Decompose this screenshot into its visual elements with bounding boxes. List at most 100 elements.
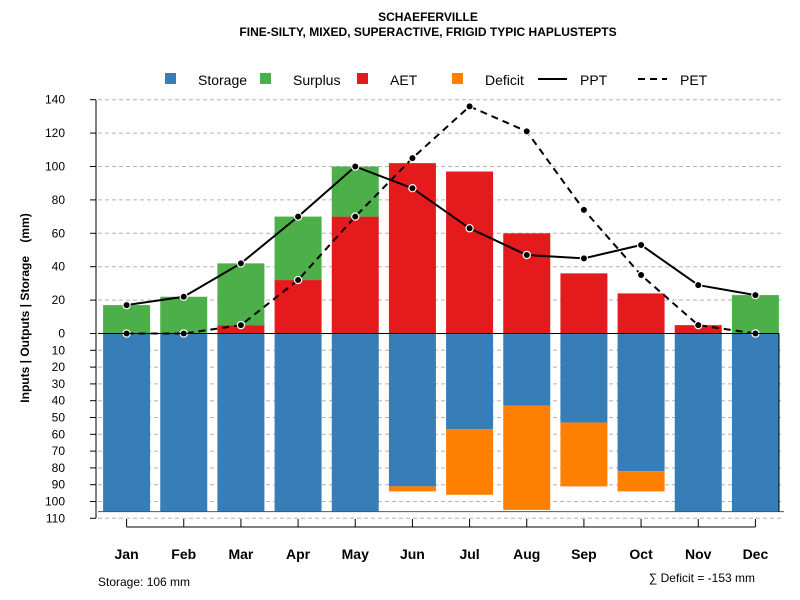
bar-surplus-may: [331, 166, 379, 217]
point-pet-sep: [579, 205, 589, 215]
bar-storage-oct: [617, 333, 665, 472]
y-tick-label-120: 120: [45, 126, 65, 140]
x-tick-label-oct: Oct: [629, 546, 653, 562]
storage-note: Storage: 106 mm: [98, 575, 190, 589]
legend-swatch-deficit: [452, 73, 463, 84]
y-tick-label-bottom-80: 80: [52, 461, 66, 475]
y-tick-label-bottom-10: 10: [52, 343, 66, 357]
y-tick-label-0: 0: [58, 327, 65, 341]
y-tick-label-bottom-60: 60: [52, 427, 66, 441]
x-tick-label-dec: Dec: [743, 546, 769, 562]
bar-surplus-dec: [731, 295, 779, 334]
point-ppt-sep: [579, 254, 589, 263]
x-tick-label-may: May: [342, 546, 369, 562]
axes: 0 20 40 60 80 100 120 140 10 20 30 40 50 60 70 80 90 100 1…: [45, 93, 784, 562]
y-tick-label-20: 20: [52, 293, 66, 307]
y-tick-label-bottom-40: 40: [52, 394, 66, 408]
y-tick-label-100: 100: [45, 160, 65, 174]
point-pet-jun: [408, 153, 417, 163]
bar-storage-feb: [160, 333, 208, 512]
bar-storage-nov: [674, 333, 722, 512]
bar-storage-jan: [103, 333, 151, 512]
y-tick-label-bottom-90: 90: [52, 478, 66, 492]
bar-storage-mar: [217, 333, 265, 512]
bar-storage-aug: [503, 333, 551, 406]
line-ppt: [126, 165, 756, 307]
legend-label-pet: PET: [680, 72, 708, 88]
bar-surplus-jan: [103, 305, 151, 334]
legend-label-deficit: Deficit: [485, 72, 524, 88]
legend: Storage Surplus AET Deficit PPT PET: [165, 72, 708, 88]
bar-aet-jul: [446, 171, 494, 334]
bar-aet-sep: [560, 273, 608, 334]
point-ppt-feb: [179, 292, 188, 301]
gridlines: [98, 99, 784, 519]
legend-swatch-surplus: [260, 73, 271, 84]
bar-storage-may: [331, 333, 379, 512]
legend-item-surplus: Surplus: [260, 72, 340, 88]
point-ppt-mar: [236, 259, 246, 268]
point-ppt-jul: [465, 224, 474, 233]
legend-swatch-aet: [357, 73, 368, 84]
point-ppt-jun: [408, 184, 417, 193]
x-tick-label-sep: Sep: [571, 546, 597, 562]
bars: [103, 163, 779, 512]
x-tick-label-jan: Jan: [115, 546, 139, 562]
point-pet-apr: [293, 275, 303, 285]
point-pet-mar: [236, 320, 246, 330]
bar-storage-dec: [731, 333, 779, 512]
bar-storage-jun: [388, 333, 436, 487]
point-ppt-may: [351, 162, 360, 171]
y-tick-label-bottom-50: 50: [52, 411, 66, 425]
x-tick-label-feb: Feb: [171, 546, 196, 562]
line-pet: [126, 105, 756, 335]
point-ppt-dec: [751, 290, 760, 300]
x-tick-label-nov: Nov: [685, 546, 712, 562]
point-pet-may: [351, 212, 360, 221]
point-ppt-apr: [293, 212, 303, 221]
y-tick-label-60: 60: [52, 226, 66, 240]
bar-deficit-sep: [560, 422, 608, 487]
point-pet-aug: [522, 127, 531, 136]
point-ppt-aug: [522, 250, 531, 260]
point-pet-oct: [636, 270, 646, 280]
legend-item-deficit: Deficit: [452, 72, 524, 88]
x-tick-label-aug: Aug: [513, 546, 540, 562]
legend-swatch-storage: [165, 73, 176, 84]
x-tick-label-jun: Jun: [400, 546, 425, 562]
x-tick-label-mar: Mar: [228, 546, 253, 562]
legend-label-storage: Storage: [198, 72, 247, 88]
legend-item-pet: PET: [638, 72, 708, 88]
bar-storage-sep: [560, 333, 608, 423]
legend-item-ppt: PPT: [538, 72, 608, 88]
point-ppt-nov: [694, 280, 703, 290]
x-tick-label-jul: Jul: [459, 546, 479, 562]
bar-aet-may: [331, 216, 379, 334]
series-lines: [122, 102, 760, 338]
bar-aet-oct: [617, 293, 665, 334]
y-tick-label-bottom-30: 30: [52, 377, 66, 391]
bar-deficit-jul: [446, 429, 494, 495]
bar-deficit-jun: [388, 486, 436, 492]
bar-aet-aug: [503, 233, 551, 334]
y-tick-label-bottom-70: 70: [52, 444, 66, 458]
bar-deficit-oct: [617, 471, 665, 492]
bar-storage-apr: [274, 333, 322, 512]
deficit-sum: ∑ Deficit = -153 mm: [649, 571, 755, 585]
y-tick-label-bottom-20: 20: [52, 360, 66, 374]
y-tick-label-80: 80: [52, 193, 66, 207]
legend-label-surplus: Surplus: [293, 72, 340, 88]
point-pet-nov: [694, 320, 703, 330]
chart-subtitle: FINE-SILTY, MIXED, SUPERACTIVE, FRIGID T…: [239, 25, 616, 39]
y-tick-label-140: 140: [45, 93, 65, 107]
y-tick-label-bottom-100: 100: [45, 495, 65, 509]
bar-surplus-apr: [274, 216, 322, 281]
legend-item-storage: Storage: [165, 72, 247, 88]
legend-label-aet: AET: [390, 72, 418, 88]
x-tick-label-apr: Apr: [286, 546, 311, 562]
bar-deficit-aug: [503, 405, 551, 510]
point-ppt-oct: [636, 240, 646, 250]
point-ppt-jan: [122, 300, 131, 310]
point-pet-jul: [465, 102, 474, 111]
